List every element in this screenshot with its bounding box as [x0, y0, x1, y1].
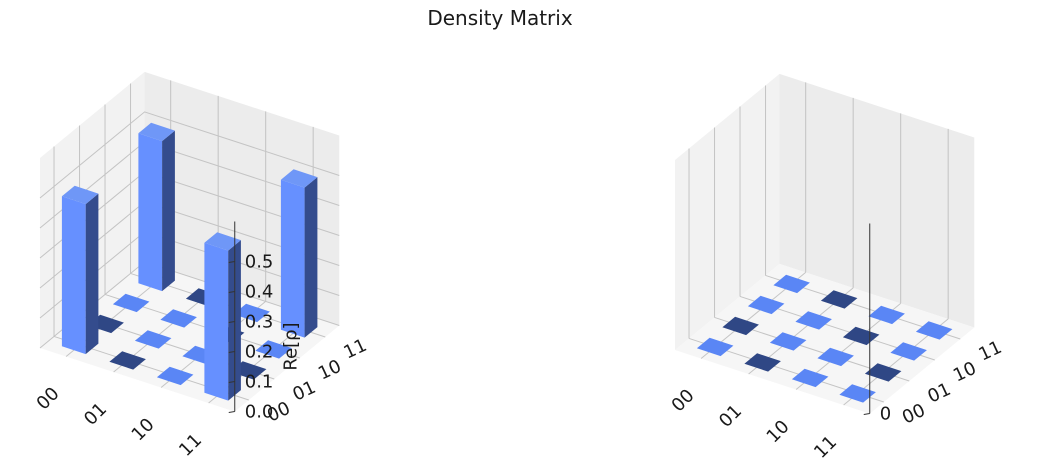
bar-00-11	[138, 122, 175, 292]
bar-side-face	[304, 177, 318, 338]
x-tick-label: 00	[668, 385, 699, 416]
bar-top-face	[280, 169, 318, 188]
floor-pane	[40, 261, 340, 412]
bar-11-00	[204, 232, 241, 401]
zero-tile-01-01	[769, 332, 807, 351]
y-tick-label: 10	[950, 358, 980, 387]
z-tick-mark	[228, 261, 235, 264]
x-tick-label: 11	[175, 430, 206, 461]
z-tick-label: 0.0	[245, 402, 274, 423]
left-wall-pane	[675, 73, 780, 351]
y-tick-label: 11	[341, 335, 371, 364]
zero-tile-00-00	[696, 337, 734, 357]
zero-tile-10-00	[156, 366, 194, 386]
bar-top-face	[138, 122, 175, 142]
zero-tile-01-11	[820, 290, 858, 309]
z-tick-label: 0.3	[245, 312, 274, 333]
y-tick-label: 11	[976, 337, 1006, 366]
zero-tile-01-10	[160, 309, 197, 328]
z-tick-label: 0	[880, 404, 891, 425]
floor-pane	[675, 263, 975, 414]
zero-tile-10-11	[233, 303, 270, 323]
zero-tile-11-01	[864, 363, 902, 382]
z-tick-mark	[228, 321, 235, 324]
zero-tile-10-00	[791, 368, 829, 388]
zero-tile-00-10	[112, 293, 150, 313]
zero-tile-11-11	[915, 321, 953, 340]
zero-tile-01-00	[744, 353, 781, 372]
zero-tile-11-10	[255, 340, 292, 359]
y-tick-label: 00	[899, 400, 929, 429]
zero-tile-10-11	[868, 305, 905, 325]
z-tick-label: 0.4	[245, 282, 274, 303]
bar-11-11	[280, 169, 318, 338]
bar-side-face	[85, 193, 99, 355]
bar-front-face	[204, 242, 229, 401]
zero-tile-00-11	[773, 274, 810, 294]
zero-tile-11-00	[839, 384, 876, 403]
zero-tile-01-00	[109, 351, 146, 370]
back-wall-pane	[779, 73, 975, 328]
figure-title: Density Matrix	[427, 6, 573, 30]
z-tick-label: 0.5	[245, 252, 274, 273]
zero-tile-10-10	[842, 326, 880, 346]
zero-tile-00-01	[722, 316, 759, 336]
x-tick-label: 01	[80, 399, 111, 430]
x-tick-label: 10	[763, 416, 794, 447]
wall-z-gridline	[39, 111, 340, 199]
y-tick-label: 01	[290, 377, 320, 406]
bar-side-face	[162, 130, 175, 292]
bar-top-face	[204, 232, 241, 251]
zero-tile-11-10	[890, 342, 927, 361]
zero-tile-01-01	[134, 330, 172, 349]
bar-front-face	[280, 179, 305, 338]
bar-top-face	[61, 185, 99, 205]
x-tick-label: 10	[128, 414, 159, 445]
bar-front-face	[61, 196, 86, 355]
bar-00-00	[61, 185, 99, 355]
z-tick-mark	[228, 351, 235, 354]
zero-tile-00-10	[747, 295, 785, 315]
z-tick-mark	[228, 381, 235, 384]
y-tick-label: 01	[925, 379, 955, 408]
y-tick-label: 10	[315, 356, 345, 385]
zero-tile-10-01	[817, 347, 854, 367]
z-tick-mark	[228, 291, 235, 294]
bar-front-face	[138, 133, 163, 292]
zero-tile-01-10	[795, 311, 832, 330]
x-tick-label: 01	[715, 401, 746, 432]
z-tick-label: 0.2	[245, 342, 274, 363]
z-tick-label: 0.1	[245, 372, 274, 393]
x-tick-label: 11	[810, 432, 841, 463]
z-tick-mark	[228, 411, 235, 414]
x-tick-label: 00	[33, 383, 64, 414]
z-tick-mark	[863, 413, 870, 416]
z-axis-label: Re[ρ]	[281, 322, 302, 370]
